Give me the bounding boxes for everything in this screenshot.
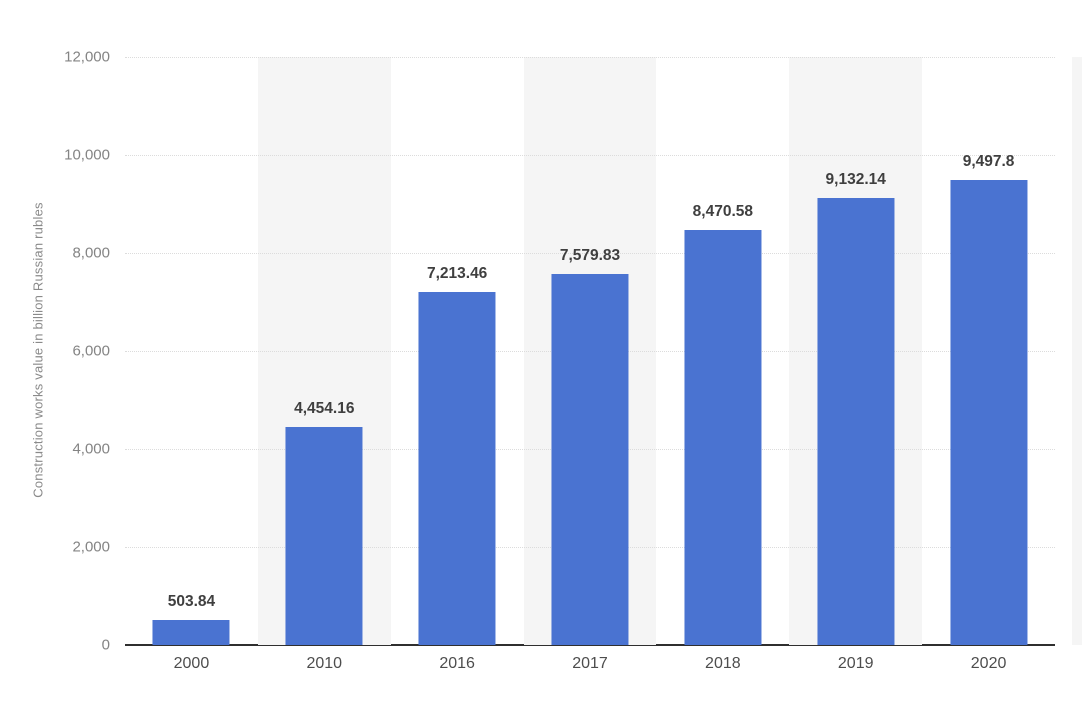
plot-area: 503.84 4,454.16 7,213.46 7,579.83 8,470.58 9,… bbox=[125, 57, 1055, 646]
x-tick-label: 2018 bbox=[705, 655, 741, 672]
bar-value-label: 8,470.58 bbox=[692, 202, 754, 220]
x-tick-label: 2016 bbox=[439, 655, 475, 672]
y-gridline bbox=[125, 57, 1055, 58]
x-tick-label: 2010 bbox=[306, 655, 343, 672]
bar-2010[interactable] bbox=[285, 426, 363, 645]
y-gridline bbox=[125, 253, 1055, 254]
bar-2000[interactable] bbox=[152, 620, 230, 645]
bar-2018[interactable] bbox=[684, 229, 762, 645]
x-axis-line bbox=[125, 644, 1055, 646]
bar-value-label: 7,213.46 bbox=[426, 264, 488, 282]
bar-value-label: 4,454.16 bbox=[294, 399, 355, 417]
bar-2017[interactable] bbox=[551, 273, 629, 645]
bar-2016[interactable] bbox=[418, 291, 496, 645]
y-tick-label: 4,000 bbox=[72, 440, 110, 458]
bar-2020[interactable] bbox=[950, 179, 1028, 645]
y-tick-label: 8,000 bbox=[72, 244, 110, 262]
bar-value-label: 9,497.8 bbox=[962, 152, 1015, 170]
bar-2019[interactable] bbox=[817, 197, 895, 645]
y-tick-label: 2,000 bbox=[72, 538, 110, 556]
y-axis-tick-labels: 0 2,000 4,000 6,000 8,000 10,000 12,000 bbox=[0, 49, 110, 654]
y-tick-label: 6,000 bbox=[72, 342, 110, 360]
y-tick-label: 0 bbox=[101, 636, 110, 654]
y-gridline bbox=[125, 155, 1055, 156]
plot-band-right-edge bbox=[1072, 57, 1082, 645]
bar-value-label: 7,579.83 bbox=[559, 246, 621, 264]
x-tick-label: 2019 bbox=[837, 655, 874, 672]
x-tick-label: 2020 bbox=[970, 655, 1007, 672]
bar-value-label: 9,132.14 bbox=[825, 170, 886, 188]
x-tick-label: 2000 bbox=[173, 655, 210, 672]
y-tick-label: 10,000 bbox=[64, 146, 110, 164]
bar-value-label: 503.84 bbox=[167, 593, 216, 611]
y-tick-label: 12,000 bbox=[64, 48, 110, 66]
x-axis-tick-labels: 2000 2010 2016 2017 2018 2019 2020 bbox=[125, 655, 1055, 679]
x-tick-label: 2017 bbox=[572, 655, 608, 672]
